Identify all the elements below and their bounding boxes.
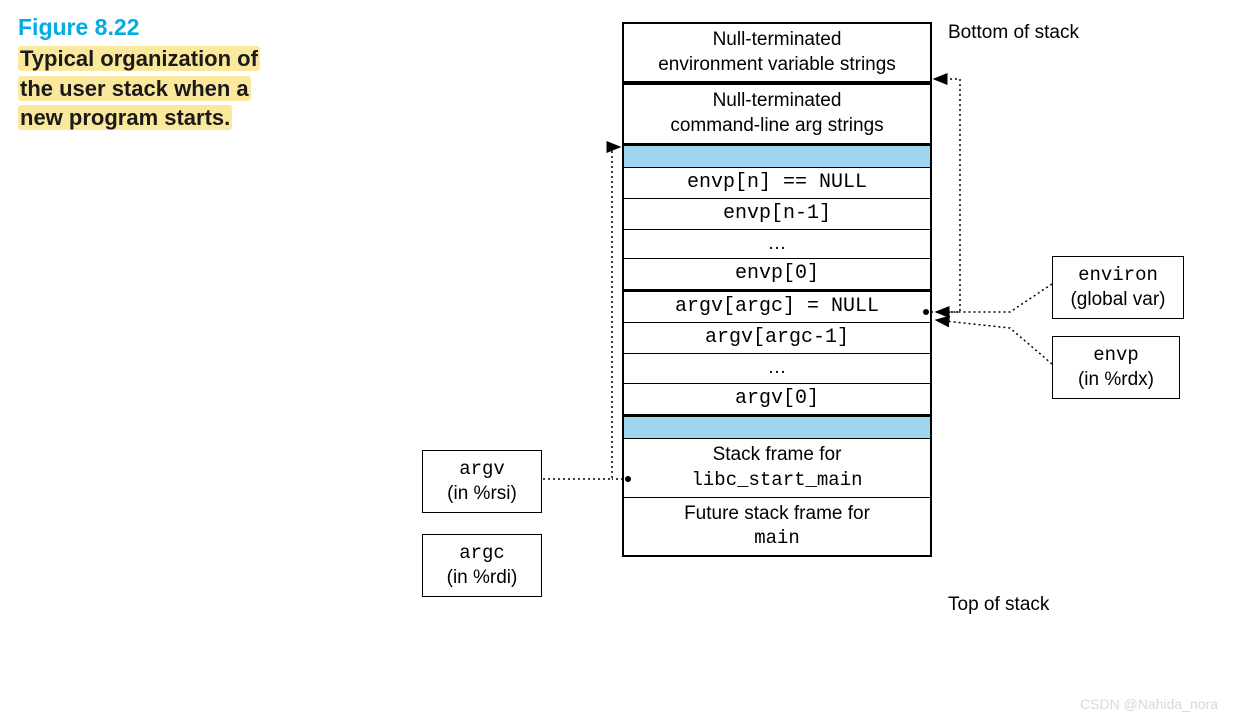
cell-arg-strings: Null-terminatedcommand-line arg strings xyxy=(624,82,930,145)
box-environ: environ (global var) xyxy=(1052,256,1184,319)
cell-ellipsis: … xyxy=(624,230,930,260)
cell-libc-frame: Stack frame for libc_start_main xyxy=(624,439,930,497)
cell-gap xyxy=(624,417,930,439)
cell-text: Null-terminatedcommand-line arg strings xyxy=(670,90,883,136)
box-envp: envp (in %rdx) xyxy=(1052,336,1180,399)
box-line: (in %rdx) xyxy=(1078,369,1154,390)
caption-line: the user stack when a xyxy=(18,76,251,101)
figure-number: Figure 8.22 xyxy=(18,14,139,41)
cell-ellipsis: … xyxy=(624,354,930,384)
cell-argv-argc-1: argv[argc-1] xyxy=(624,323,930,354)
caption-line: Typical organization of xyxy=(18,46,260,71)
cell-envp-n: envp[n] == NULL xyxy=(624,168,930,199)
cell-text: Stack frame for xyxy=(713,444,842,465)
caption-line: new program starts. xyxy=(18,105,232,130)
label-top-of-stack: Top of stack xyxy=(948,594,1049,616)
box-argc: argc (in %rdi) xyxy=(422,534,542,597)
cell-gap xyxy=(624,146,930,168)
cell-text: Future stack frame for xyxy=(684,503,870,524)
label-bottom-of-stack: Bottom of stack xyxy=(948,22,1079,44)
cell-text-mono: libc_start_main xyxy=(691,469,862,491)
box-line: (in %rdi) xyxy=(447,567,518,588)
box-line: argv xyxy=(459,458,505,480)
cell-argv-argc: argv[argc] = NULL xyxy=(624,292,930,323)
box-line: (global var) xyxy=(1070,289,1165,310)
cell-argv-0: argv[0] xyxy=(624,384,930,417)
watermark: CSDN @Nahida_nora xyxy=(1080,696,1218,712)
cell-text: Null-terminatedenvironment variable stri… xyxy=(658,29,896,75)
box-line: environ xyxy=(1078,264,1158,286)
cell-text-mono: main xyxy=(754,527,800,549)
cell-env-strings: Null-terminatedenvironment variable stri… xyxy=(624,24,930,82)
box-line: envp xyxy=(1093,344,1139,366)
box-line: (in %rsi) xyxy=(447,483,517,504)
cell-envp-n-1: envp[n-1] xyxy=(624,199,930,230)
stack-column: Null-terminatedenvironment variable stri… xyxy=(622,22,932,557)
cell-future-frame: Future stack frame for main xyxy=(624,498,930,555)
figure-caption: Typical organization of the user stack w… xyxy=(18,44,260,133)
box-line: argc xyxy=(459,542,505,564)
box-argv: argv (in %rsi) xyxy=(422,450,542,513)
cell-envp-0: envp[0] xyxy=(624,259,930,292)
